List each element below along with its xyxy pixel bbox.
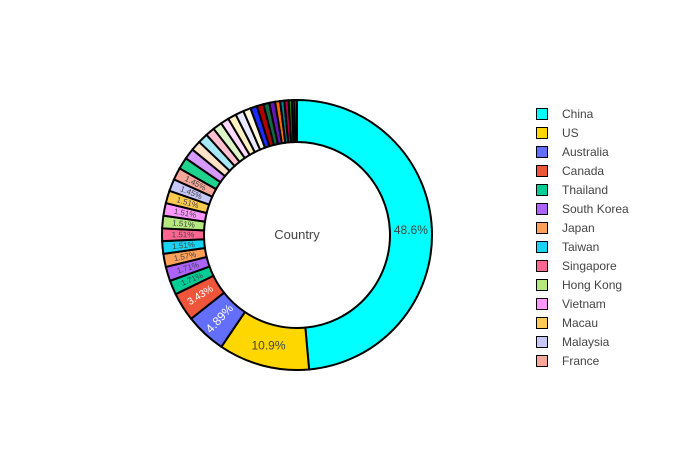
legend-label: Thailand <box>562 182 609 197</box>
legend-swatch <box>536 221 548 234</box>
legend-item-france[interactable]: France <box>536 351 629 370</box>
legend-swatch <box>536 240 548 253</box>
legend-item-australia[interactable]: Australia <box>536 142 629 161</box>
legend-item-thailand[interactable]: Thailand <box>536 180 629 199</box>
legend-label: South Korea <box>562 201 629 216</box>
slice-label-hong-kong: 1.51% <box>172 218 195 229</box>
legend-item-us[interactable]: US <box>536 123 629 142</box>
legend-item-canada[interactable]: Canada <box>536 161 629 180</box>
slice-label-taiwan: 1.51% <box>172 240 195 251</box>
legend-swatch <box>536 183 548 196</box>
legend-item-japan[interactable]: Japan <box>536 218 629 237</box>
legend-label: China <box>562 106 594 121</box>
legend-swatch <box>536 126 548 139</box>
legend-swatch <box>536 164 548 177</box>
legend-swatch <box>536 316 548 329</box>
slices-group <box>161 98 433 371</box>
legend-item-macau[interactable]: Macau <box>536 313 629 332</box>
slice-unlabeled-33[interactable] <box>293 98 298 144</box>
slice-label-us: 10.9% <box>252 338 286 352</box>
legend-item-taiwan[interactable]: Taiwan <box>536 237 629 256</box>
legend-item-singapore[interactable]: Singapore <box>536 256 629 275</box>
slice-china-0[interactable] <box>296 98 433 371</box>
legend-item-china[interactable]: China <box>536 104 629 123</box>
legend-swatch <box>536 278 548 291</box>
legend-label: US <box>562 125 579 140</box>
legend-swatch <box>536 145 548 158</box>
legend-label: Singapore <box>562 258 617 273</box>
slice-label-singapore: 1.51% <box>172 230 195 239</box>
legend-label: Macau <box>562 315 599 330</box>
legend-item-vietnam[interactable]: Vietnam <box>536 294 629 313</box>
legend-label: Vietnam <box>562 296 606 311</box>
legend-label: France <box>562 353 600 368</box>
legend-label: Taiwan <box>562 239 600 254</box>
legend-swatch <box>536 335 548 348</box>
legend-item-malaysia[interactable]: Malaysia <box>536 332 629 351</box>
hole-text: Country <box>274 227 320 242</box>
legend-label: Australia <box>562 144 609 159</box>
legend-swatch <box>536 354 548 367</box>
legend-swatch <box>536 297 548 310</box>
slice-label-vietnam: 1.51% <box>173 207 197 220</box>
legend-label: Malaysia <box>562 334 610 349</box>
legend-item-hong-kong[interactable]: Hong Kong <box>536 275 629 294</box>
legend-label: Japan <box>562 220 595 235</box>
legend-label: Hong Kong <box>562 277 623 292</box>
slice-label-china: 48.6% <box>394 223 428 237</box>
legend-item-south-korea[interactable]: South Korea <box>536 199 629 218</box>
legend-swatch <box>536 202 548 215</box>
legend-swatch <box>536 107 548 120</box>
legend: China US Australia Canada Thailand South Kore… <box>536 104 629 370</box>
legend-label: Canada <box>562 163 605 178</box>
slice-label-japan: 1.57% <box>173 250 197 263</box>
legend-swatch <box>536 259 548 272</box>
